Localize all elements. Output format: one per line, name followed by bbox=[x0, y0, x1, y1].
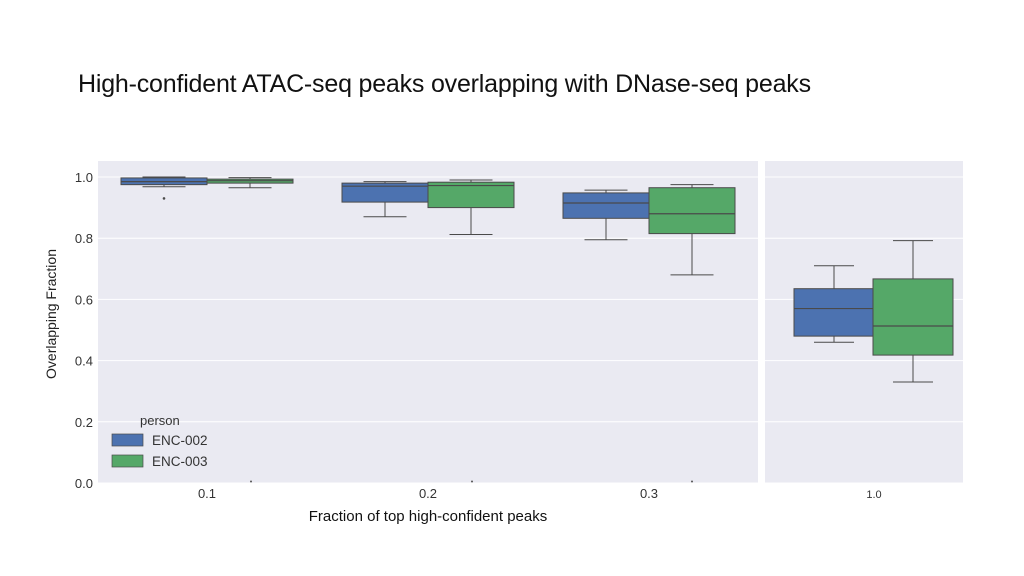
box-iqr bbox=[872, 278, 954, 356]
y-tick-label: 0.2 bbox=[75, 415, 93, 430]
y-tick-label: 0.0 bbox=[75, 476, 93, 491]
box-enc-003-0-2 bbox=[427, 179, 515, 236]
legend-title: person bbox=[140, 413, 180, 428]
box-iqr bbox=[793, 288, 875, 337]
box-enc-002-0-1 bbox=[120, 176, 208, 200]
box-enc-002-1-0 bbox=[793, 265, 875, 343]
box-enc-003-0-3 bbox=[648, 184, 736, 276]
flier-point bbox=[162, 197, 166, 200]
y-axis-label: Overlapping Fraction bbox=[43, 249, 59, 379]
baseline-dot bbox=[471, 480, 473, 483]
box-enc-002-0-2 bbox=[341, 181, 429, 218]
x-tick-label-inset: 1.0 bbox=[866, 489, 881, 501]
box-iqr bbox=[648, 187, 736, 235]
y-tick-label: 0.6 bbox=[75, 292, 93, 307]
baseline-dot bbox=[250, 480, 252, 483]
baseline-dot bbox=[691, 480, 693, 483]
x-tick-label: 0.2 bbox=[419, 486, 437, 501]
legend: person ENC-002 ENC-003 bbox=[111, 413, 208, 469]
box-enc-003-1-0 bbox=[872, 240, 954, 383]
y-tick-label: 1.0 bbox=[75, 170, 93, 185]
legend-swatch-enc-002 bbox=[111, 433, 144, 447]
box-enc-003-0-1 bbox=[206, 177, 294, 189]
y-tick-label: 0.4 bbox=[75, 354, 93, 369]
y-tick-label: 0.8 bbox=[75, 231, 93, 246]
slide-title: High-confident ATAC-seq peaks overlappin… bbox=[78, 70, 811, 98]
x-tick-label: 0.3 bbox=[640, 486, 658, 501]
x-tick-label: 0.1 bbox=[198, 486, 216, 501]
legend-label-enc-003: ENC-003 bbox=[152, 454, 208, 469]
legend-swatch-enc-003 bbox=[111, 454, 144, 468]
x-axis-label: Fraction of top high-confident peaks bbox=[309, 508, 547, 525]
legend-label-enc-002: ENC-002 bbox=[152, 433, 208, 448]
box-iqr bbox=[562, 192, 650, 219]
box-iqr bbox=[427, 181, 515, 209]
